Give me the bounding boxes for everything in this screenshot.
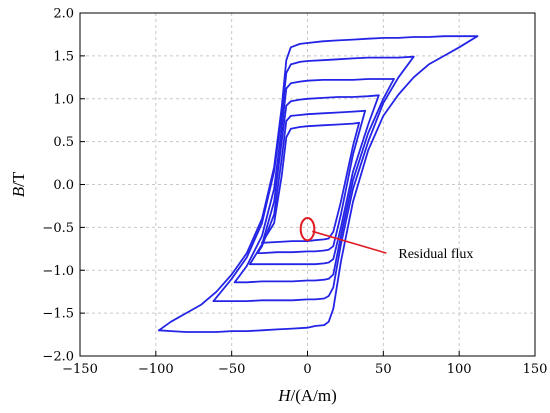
y-axis-symbol: B	[9, 186, 28, 197]
hysteresis-branch-1	[157, 35, 479, 332]
x-tick-label: −50	[218, 362, 245, 377]
hysteresis-branch-5	[233, 78, 395, 284]
y-axis-unit: /T	[9, 171, 28, 187]
x-tick-label: −100	[138, 362, 174, 377]
y-axis-label: B/T	[9, 171, 28, 197]
y-tick-label: −2.0	[42, 350, 74, 365]
annotation: Residual flux	[299, 216, 473, 262]
hysteresis-branch-6	[233, 78, 395, 284]
residual-flux-label: Residual flux	[398, 247, 473, 262]
y-tick-label: 1.5	[53, 49, 74, 64]
hysteresis-branch-3	[212, 55, 415, 303]
x-tick-label: −150	[62, 362, 98, 377]
x-tick-label: 100	[447, 362, 472, 377]
hysteresis-branch-9	[256, 109, 367, 255]
series-group	[157, 35, 479, 333]
x-axis-label: H/(A/m)	[277, 386, 337, 405]
x-tick-label: 150	[523, 362, 548, 377]
y-tick-label: −1.5	[42, 307, 74, 322]
x-axis-symbol: H	[277, 386, 292, 405]
hysteresis-branch-11	[261, 121, 361, 244]
x-tick-label: 50	[375, 362, 392, 377]
grid	[80, 13, 535, 356]
x-tick-label: 0	[303, 362, 311, 377]
y-tick-label: 2.0	[53, 7, 74, 22]
y-tick-label: −0.5	[42, 221, 74, 236]
x-axis-unit: /(A/m)	[291, 386, 337, 405]
y-tick-label: 0.5	[53, 135, 74, 150]
y-tick-label: 1.0	[53, 92, 74, 107]
y-tick-label: 0.0	[53, 178, 74, 193]
hysteresis-branch-7	[248, 94, 380, 266]
residual-flux-marker	[299, 216, 316, 242]
hysteresis-branch-12	[261, 121, 361, 244]
residual-flux-pointer	[312, 230, 387, 254]
axis-ticks: −150 −100 −50 0 50 100 150 −2.0 −1.5 −1.0 −0.5 0.0 0…	[42, 7, 547, 378]
hysteresis-branch-4	[212, 55, 415, 303]
hysteresis-branch-2	[157, 35, 479, 333]
hysteresis-branch-8	[248, 94, 380, 266]
hysteresis-branch-10	[256, 109, 367, 255]
y-tick-label: −1.0	[42, 264, 74, 279]
